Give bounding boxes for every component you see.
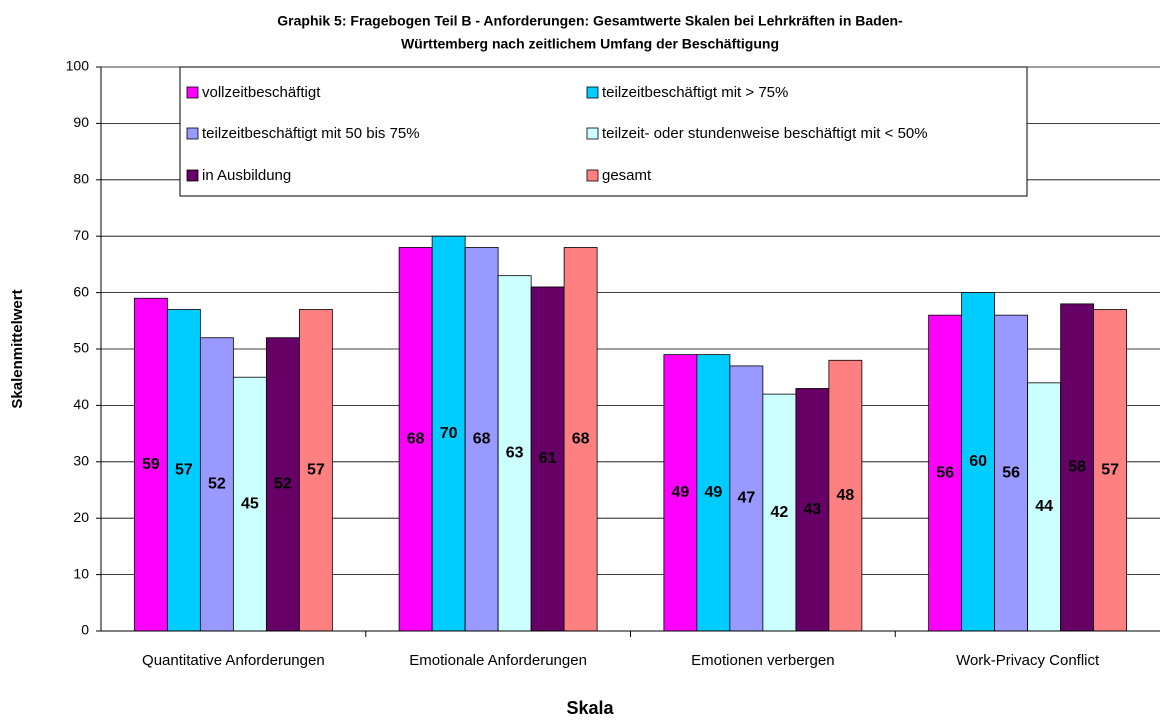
value-label: 57: [307, 461, 325, 478]
legend-label: teilzeit- oder stundenweise beschäftigt …: [602, 125, 928, 142]
bar: [530, 286, 565, 632]
x-tick-label: Work-Privacy Conflict: [956, 652, 1100, 669]
bar: [1060, 303, 1095, 632]
y-tick-label: 30: [73, 453, 89, 469]
x-tick-label: Emotionen verbergen: [691, 652, 834, 669]
bar: [431, 235, 466, 632]
bar: [1093, 309, 1128, 632]
legend-swatch: [586, 86, 599, 99]
value-label: 44: [1035, 498, 1053, 515]
y-tick-label: 80: [73, 171, 89, 187]
x-tick-label: Emotionale Anforderungen: [409, 652, 587, 669]
value-label: 45: [241, 495, 259, 512]
value-label: 57: [175, 461, 193, 478]
value-label: 52: [208, 476, 226, 493]
bar: [663, 354, 698, 632]
value-label: 61: [539, 450, 557, 467]
y-tick-label: 0: [81, 622, 89, 638]
legend-label: teilzeitbeschäftigt mit 50 bis 75%: [202, 125, 420, 142]
value-label: 43: [803, 501, 821, 518]
value-label: 47: [737, 490, 755, 507]
bar: [563, 247, 598, 632]
y-tick-label: 90: [73, 114, 89, 130]
bar: [994, 314, 1029, 632]
bar: [729, 365, 764, 632]
legend-swatch: [186, 127, 199, 140]
bar: [298, 309, 333, 632]
value-label: 48: [836, 487, 854, 504]
value-label: 49: [671, 484, 689, 501]
legend-label: teilzeitbeschäftigt mit > 75%: [602, 84, 788, 101]
value-label: 49: [704, 484, 722, 501]
value-label: 42: [770, 504, 788, 521]
legend-label: gesamt: [602, 167, 652, 184]
y-tick-label: 10: [73, 565, 89, 581]
y-tick-label: 100: [66, 58, 90, 74]
bar: [762, 393, 797, 632]
bar: [828, 359, 863, 632]
legend-swatch: [586, 169, 599, 182]
value-label: 57: [1101, 461, 1119, 478]
y-tick-label: 40: [73, 396, 89, 412]
bar: [166, 309, 201, 632]
bar: [497, 275, 532, 632]
y-tick-label: 50: [73, 340, 89, 356]
bar: [1027, 382, 1062, 632]
legend-swatch: [586, 127, 599, 140]
legend-box: [179, 66, 1028, 197]
x-axis-label: Skala: [566, 698, 614, 718]
y-axis-label: Skalenmittelwert: [9, 289, 26, 408]
value-label: 68: [407, 430, 425, 447]
chart-title: Württemberg nach zeitlichem Umfang der B…: [401, 36, 779, 52]
value-label: 68: [473, 430, 491, 447]
legend-swatch: [186, 86, 199, 99]
bar: [696, 354, 731, 632]
value-label: 58: [1068, 459, 1086, 476]
value-label: 63: [506, 445, 524, 462]
value-label: 59: [142, 456, 160, 473]
value-label: 56: [936, 464, 954, 481]
value-label: 60: [969, 453, 987, 470]
legend-label: vollzeitbeschäftigt: [202, 84, 321, 101]
value-label: 52: [274, 476, 292, 493]
legend-label: in Ausbildung: [202, 167, 291, 184]
bar: [928, 314, 963, 632]
value-label: 68: [572, 430, 590, 447]
y-tick-label: 20: [73, 509, 89, 525]
bar: [398, 247, 433, 632]
y-tick-label: 70: [73, 227, 89, 243]
legend-swatch: [186, 169, 199, 182]
bar: [232, 376, 267, 632]
bar: [795, 388, 830, 632]
y-tick-label: 60: [73, 283, 89, 299]
x-tick-label: Quantitative Anforderungen: [142, 652, 325, 669]
chart-title: Graphik 5: Fragebogen Teil B - Anforderu…: [277, 13, 903, 29]
value-label: 70: [440, 425, 458, 442]
value-label: 56: [1002, 464, 1020, 481]
